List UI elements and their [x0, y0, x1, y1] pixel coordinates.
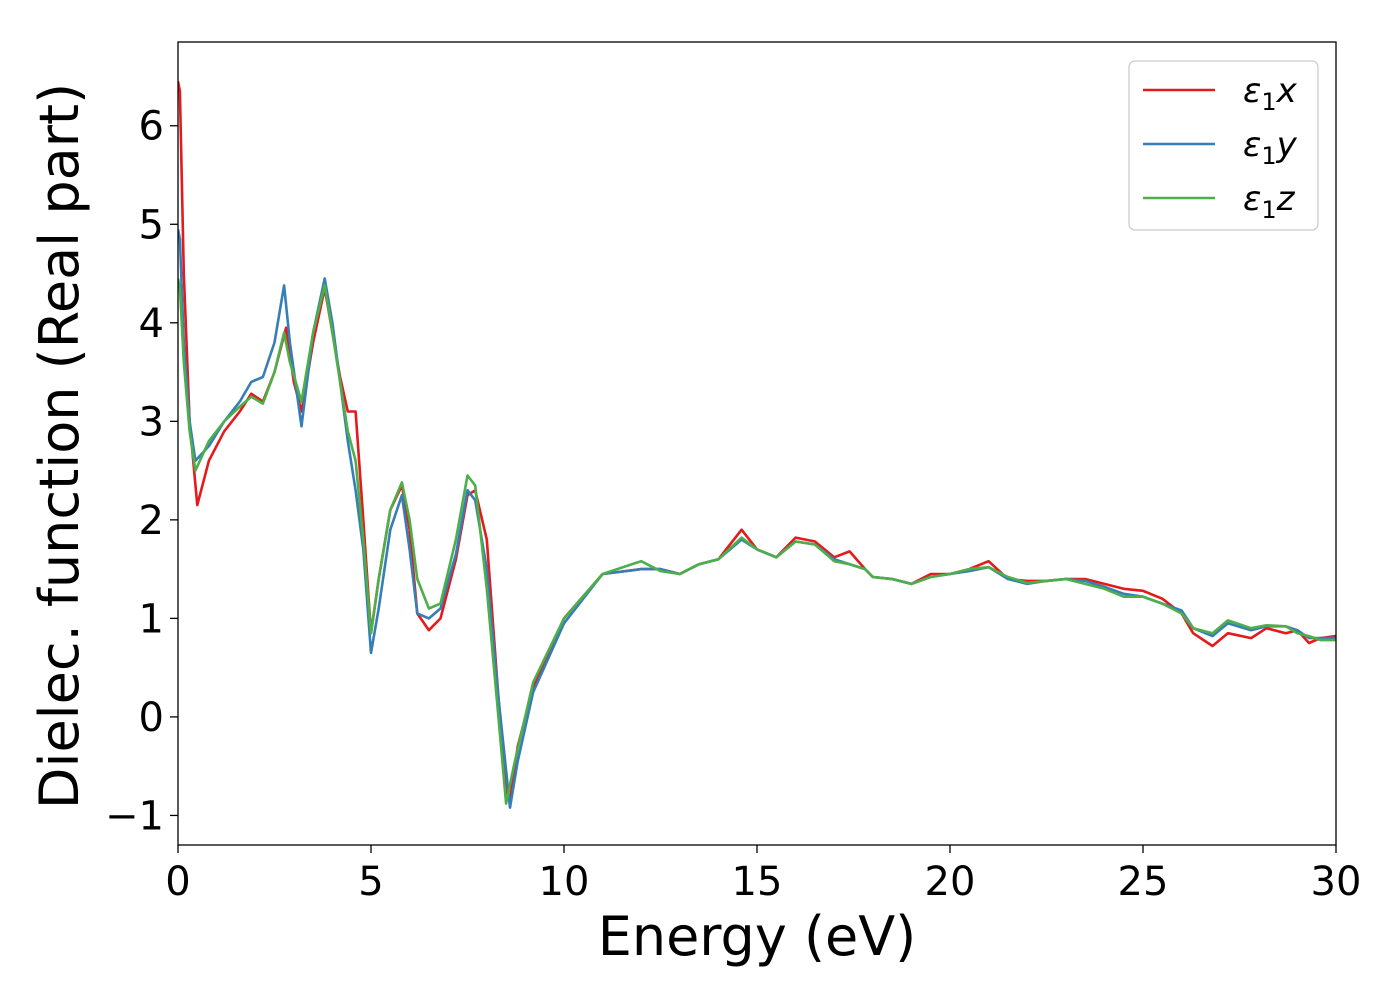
x-tick-label: 15: [732, 859, 783, 905]
series-line-z: [178, 278, 1336, 805]
x-axis-label: Energy (eV): [598, 905, 917, 968]
x-tick-label: 30: [1311, 859, 1362, 905]
x-tick-label: 20: [925, 859, 976, 905]
legend-label-z: ε1z: [1243, 179, 1296, 224]
y-tick-label: 5: [139, 202, 164, 248]
y-axis-label: Dielec. function (Real part): [28, 83, 91, 809]
y-tick-label: 2: [139, 498, 164, 544]
y-tick-label: 0: [139, 695, 164, 741]
y-tick-label: 6: [139, 104, 164, 150]
y-tick-label: 4: [139, 301, 164, 347]
legend-label-x: ε1x: [1243, 71, 1298, 116]
x-axis: 0 5 10 15 20 25 30: [165, 845, 1361, 905]
legend-box: [1128, 60, 1319, 231]
x-tick-label: 25: [1118, 859, 1169, 905]
y-tick-label: 1: [139, 596, 164, 642]
series-line-y: [178, 228, 1336, 809]
legend: ε1x ε1y ε1z: [1128, 60, 1319, 231]
x-tick-label: 10: [539, 859, 590, 905]
y-axis: −1 0 1 2 3 4 5 6: [105, 104, 178, 839]
y-tick-label: 3: [139, 399, 164, 445]
x-tick-label: 5: [358, 859, 383, 905]
legend-label-y: ε1y: [1243, 125, 1298, 170]
x-tick-label: 0: [165, 859, 190, 905]
y-tick-label: −1: [105, 793, 164, 839]
